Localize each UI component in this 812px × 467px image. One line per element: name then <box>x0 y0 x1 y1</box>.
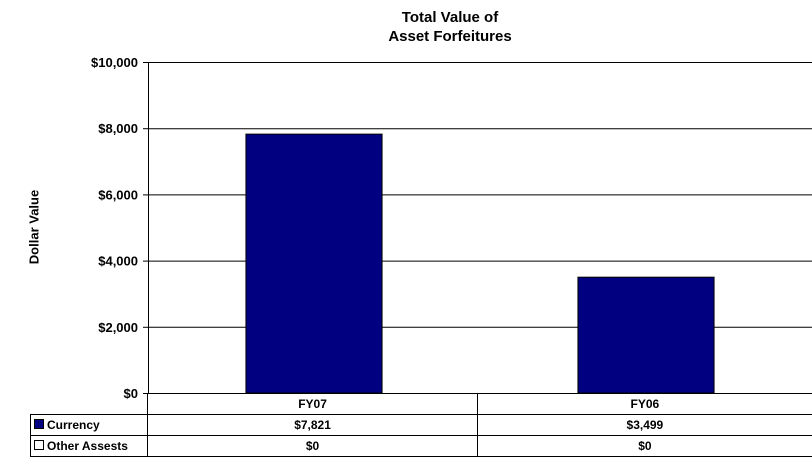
category-label-fy07: FY07 <box>147 393 478 415</box>
data-label-other-fy07: $0 <box>147 435 478 457</box>
chart-title-line-2: Asset Forfeitures <box>388 28 512 45</box>
data-table-corner <box>30 393 149 415</box>
bar-currency-fy06 <box>577 276 715 394</box>
data-label-other-fy06: $0 <box>476 435 812 457</box>
legend-key-currency <box>34 419 44 429</box>
legend-entry-currency: Currency <box>29 414 149 436</box>
data-label-currency-fy07: $7,821 <box>147 414 478 436</box>
data-table-row-other-assets: Other Assests $0 $0 <box>29 435 812 457</box>
legend-entry-other-assets: Other Assests <box>29 435 149 457</box>
y-tick-label-2: $6,000 <box>98 187 138 202</box>
legend-label-currency: Currency <box>47 418 100 432</box>
y-tick-label-0: $10,000 <box>91 55 138 70</box>
data-table: FY07 FY06 Currency $7,821 $3,499 Other A… <box>29 393 812 457</box>
data-label-currency-fy06: $3,499 <box>476 414 812 436</box>
legend-label-other-assets: Other Assests <box>47 439 128 453</box>
y-tick-label-3: $4,000 <box>98 254 138 269</box>
chart-title-line-1: Total Value of <box>401 9 499 26</box>
y-tick-label-4: $2,000 <box>98 320 138 335</box>
data-table-row-currency: Currency $7,821 $3,499 <box>29 414 812 436</box>
bar-currency-fy07 <box>245 133 383 394</box>
legend-key-other-assets <box>34 440 44 450</box>
y-tick-label-1: $8,000 <box>98 121 138 136</box>
category-label-fy06: FY06 <box>476 393 812 415</box>
data-table-header-row: FY07 FY06 <box>30 393 812 415</box>
